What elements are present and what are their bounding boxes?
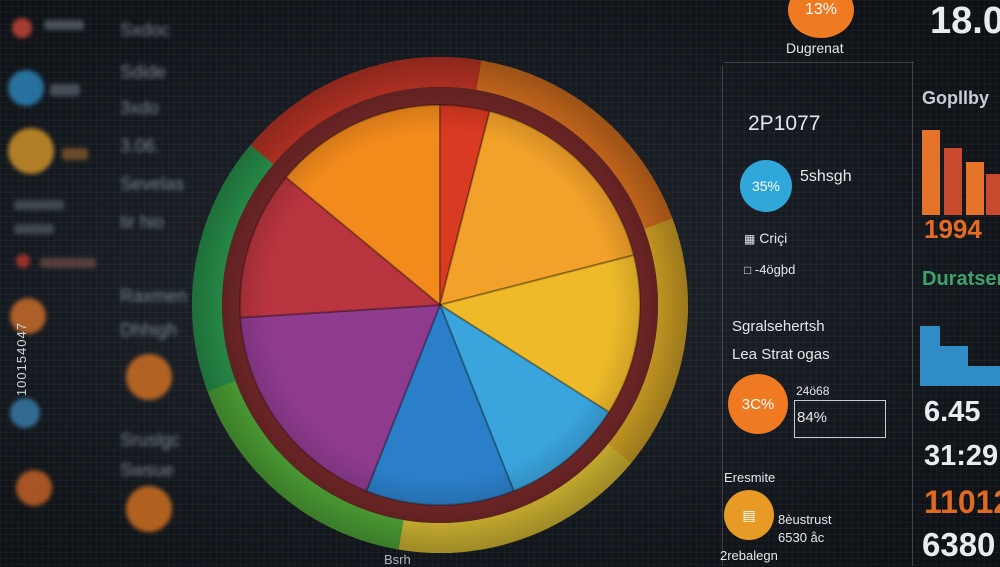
pie-slices [192,57,688,553]
badge-label: 5shsgh [800,168,852,185]
top-badge-label: Dugrenat [786,40,844,56]
right-number: 6.45 [924,396,981,428]
panel-divider-right [912,62,913,566]
section-title: Sgralsehertsh [732,318,825,335]
list-item: □ -4ögþd [744,262,795,277]
left-label: Dhhigh [120,320,178,340]
placeholder-bar [14,200,64,210]
left-label: Raxmen [120,286,188,306]
placeholder-bar [50,84,80,96]
mini-bar [966,162,984,215]
pie-shading [192,57,688,553]
orange-dot-icon [10,298,46,334]
right-orange-number: 11012 [924,484,1000,520]
mini-bar-chart [922,130,1000,215]
mini-bar [944,148,962,215]
left-label: Sevelas [120,174,185,194]
left-label: Swsue [120,460,175,480]
panel-divider-top [724,62,914,63]
percent-badge: 35% [740,160,792,212]
left-label-column: Sxdoc Sdide 3xdo 3.06. Sevelas tir hio R… [112,0,207,566]
mini-area-chart [920,326,1000,386]
top-right-number: 18.0 [930,0,1000,42]
list-item-label: Criçi [759,230,788,246]
left-label: Sruslgc [120,430,181,450]
footer-label: Bsrh [384,552,411,567]
right-orange-number: 1994 [924,214,982,244]
bottom-text: 6530 åc [778,530,825,545]
blue-dot-icon [10,398,40,428]
left-label: tir hio [120,212,165,232]
left-label: 3.06. [120,136,161,156]
document-icon: ▤ [742,506,756,523]
badge-value: 35% [751,178,781,194]
section-label: Eresmite [724,470,776,485]
value-field-text: 84% [797,409,828,426]
orange-dot-icon [126,354,172,400]
orange-dot-icon [126,486,172,532]
right-number: 6380 [922,526,996,563]
placeholder-bar [62,148,88,160]
heart-icon [16,254,30,268]
left-sidebar [0,0,110,566]
placeholder-bar [40,258,96,268]
placeholder-bar [14,224,54,234]
percent-badge: 3C% [728,374,788,434]
right-number: 31:29 [924,440,999,472]
panel-divider [722,66,723,566]
value-field[interactable]: 84% [794,400,886,438]
link-icon: ▦ [744,232,756,246]
left-label: 3xdo [120,98,160,118]
blue-dot-icon [8,70,44,106]
field-caption: 24ö68 [796,384,830,398]
bottom-text: 8èustrust [778,512,832,527]
panel-header-number: 2P1077 [748,112,821,135]
mini-chart-title: Gopllby [922,88,989,108]
list-item-label: -4ögþd [754,262,796,277]
list-item: ▦ Criçi [744,230,787,246]
section-subtitle: Lea Strat ogas [732,346,830,363]
right-green-title: Duratsen [922,268,1000,290]
orange-dot-icon [16,470,52,506]
bottom-text: 2rebalegn [720,548,778,563]
top-badge-value: 13% [804,1,838,18]
placeholder-bar [44,20,84,30]
left-label: Sdide [120,62,167,82]
mini-area [920,326,1000,386]
red-dot-icon [12,18,32,38]
box-icon: □ [744,263,752,277]
mini-bar [922,130,940,215]
mini-bar [986,174,1000,215]
yellow-dot-icon [8,128,54,174]
doc-badge: ▤ [724,490,774,540]
badge-value: 3C% [741,395,775,413]
left-label: Sxdoc [120,20,171,40]
